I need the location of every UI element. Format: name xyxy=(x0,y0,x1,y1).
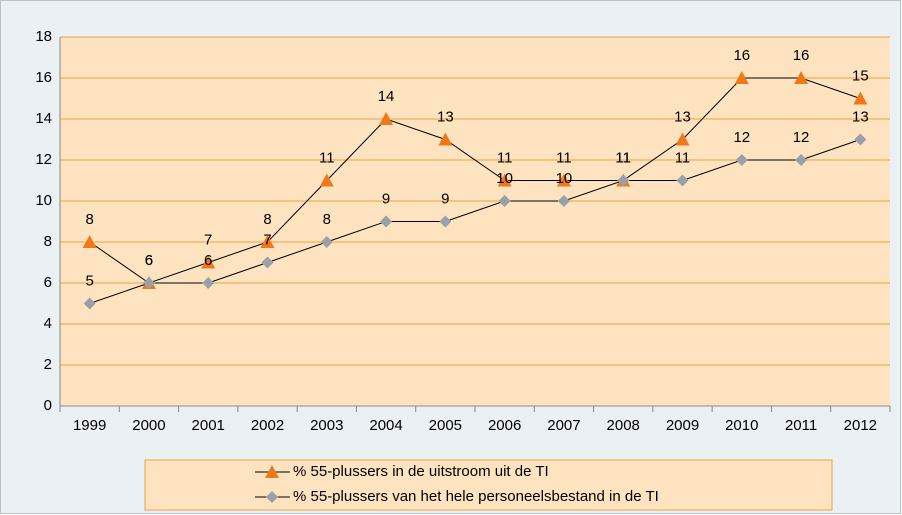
marker xyxy=(83,297,96,310)
legend xyxy=(144,459,833,511)
marker xyxy=(557,195,570,207)
y-tick-label: 2 xyxy=(44,356,52,373)
data-label: 11 xyxy=(556,149,572,166)
marker xyxy=(735,154,748,166)
marker xyxy=(617,174,630,187)
legend-label: % 55-plussers in de uitstroom uit de TI xyxy=(293,463,549,480)
data-label: 16 xyxy=(733,47,750,64)
legend-label: % 55-plussers van het hele personeelsbes… xyxy=(293,488,659,505)
data-label: 11 xyxy=(675,149,691,166)
marker xyxy=(794,71,809,84)
data-label: 11 xyxy=(615,149,631,166)
marker xyxy=(556,173,571,187)
marker xyxy=(201,255,216,269)
marker xyxy=(676,174,689,187)
marker xyxy=(497,173,512,187)
y-tick-label: 10 xyxy=(35,192,52,209)
marker xyxy=(260,235,275,248)
data-label: 14 xyxy=(378,88,395,105)
marker xyxy=(438,132,453,146)
data-label: 6 xyxy=(204,252,212,269)
data-label: 13 xyxy=(437,108,454,125)
line xyxy=(89,139,861,304)
x-tick-label: 2012 xyxy=(844,417,877,434)
y-tick-label: 6 xyxy=(44,274,52,291)
marker xyxy=(853,91,868,105)
data-label: 7 xyxy=(204,231,212,248)
data-label: 8 xyxy=(263,211,271,228)
y-tick-label: 16 xyxy=(35,69,52,86)
data-label: 11 xyxy=(319,149,335,166)
marker xyxy=(320,236,333,248)
y-tick-label: 4 xyxy=(44,315,52,332)
data-label: 11 xyxy=(497,149,513,166)
x-tick-label: 2004 xyxy=(369,417,402,434)
x-tick-label: 2007 xyxy=(547,417,580,434)
x-tick-label: 2010 xyxy=(725,417,758,434)
marker xyxy=(202,277,215,289)
x-tick-label: 2005 xyxy=(429,417,462,434)
data-label: 16 xyxy=(793,47,810,64)
y-tick-label: 12 xyxy=(35,151,52,168)
marker xyxy=(266,491,278,503)
x-tick-label: 2000 xyxy=(132,417,165,434)
x-tick-label: 1999 xyxy=(73,417,106,434)
data-label: 12 xyxy=(793,129,810,146)
marker xyxy=(319,173,334,187)
marker xyxy=(675,132,690,146)
x-tick-label: 2006 xyxy=(488,417,521,434)
marker xyxy=(379,112,394,125)
data-label: 9 xyxy=(441,190,449,207)
x-tick-label: 2009 xyxy=(666,417,699,434)
marker xyxy=(261,256,274,269)
y-tick-label: 0 xyxy=(44,397,52,414)
y-tick-label: 14 xyxy=(35,110,52,127)
marker xyxy=(854,133,867,146)
plot-area xyxy=(60,37,890,406)
marker xyxy=(265,465,279,478)
data-label: 8 xyxy=(323,211,331,228)
data-label: 12 xyxy=(733,129,750,146)
data-label: 10 xyxy=(496,170,513,187)
marker xyxy=(734,71,749,84)
data-label: 13 xyxy=(852,108,869,125)
marker xyxy=(142,277,155,289)
x-tick-label: 2008 xyxy=(607,417,640,434)
data-label: 6 xyxy=(145,252,153,269)
marker xyxy=(82,235,97,248)
y-tick-label: 8 xyxy=(44,233,52,250)
y-tick-label: 18 xyxy=(35,28,52,45)
line xyxy=(89,77,861,284)
data-label: 7 xyxy=(263,231,271,248)
data-label: 6 xyxy=(145,252,153,269)
marker xyxy=(439,215,452,228)
data-label: 10 xyxy=(556,170,573,187)
marker xyxy=(380,215,393,228)
data-label: 13 xyxy=(674,108,691,125)
x-tick-label: 2003 xyxy=(310,417,343,434)
data-label: 11 xyxy=(615,149,631,166)
x-tick-label: 2002 xyxy=(251,417,284,434)
data-label: 15 xyxy=(852,67,869,84)
data-label: 9 xyxy=(382,190,390,207)
marker xyxy=(498,195,511,207)
x-tick-label: 2001 xyxy=(192,417,225,434)
marker xyxy=(795,154,808,166)
data-label: 8 xyxy=(85,211,93,228)
data-label: 5 xyxy=(85,272,93,289)
x-tick-label: 2011 xyxy=(785,417,817,434)
